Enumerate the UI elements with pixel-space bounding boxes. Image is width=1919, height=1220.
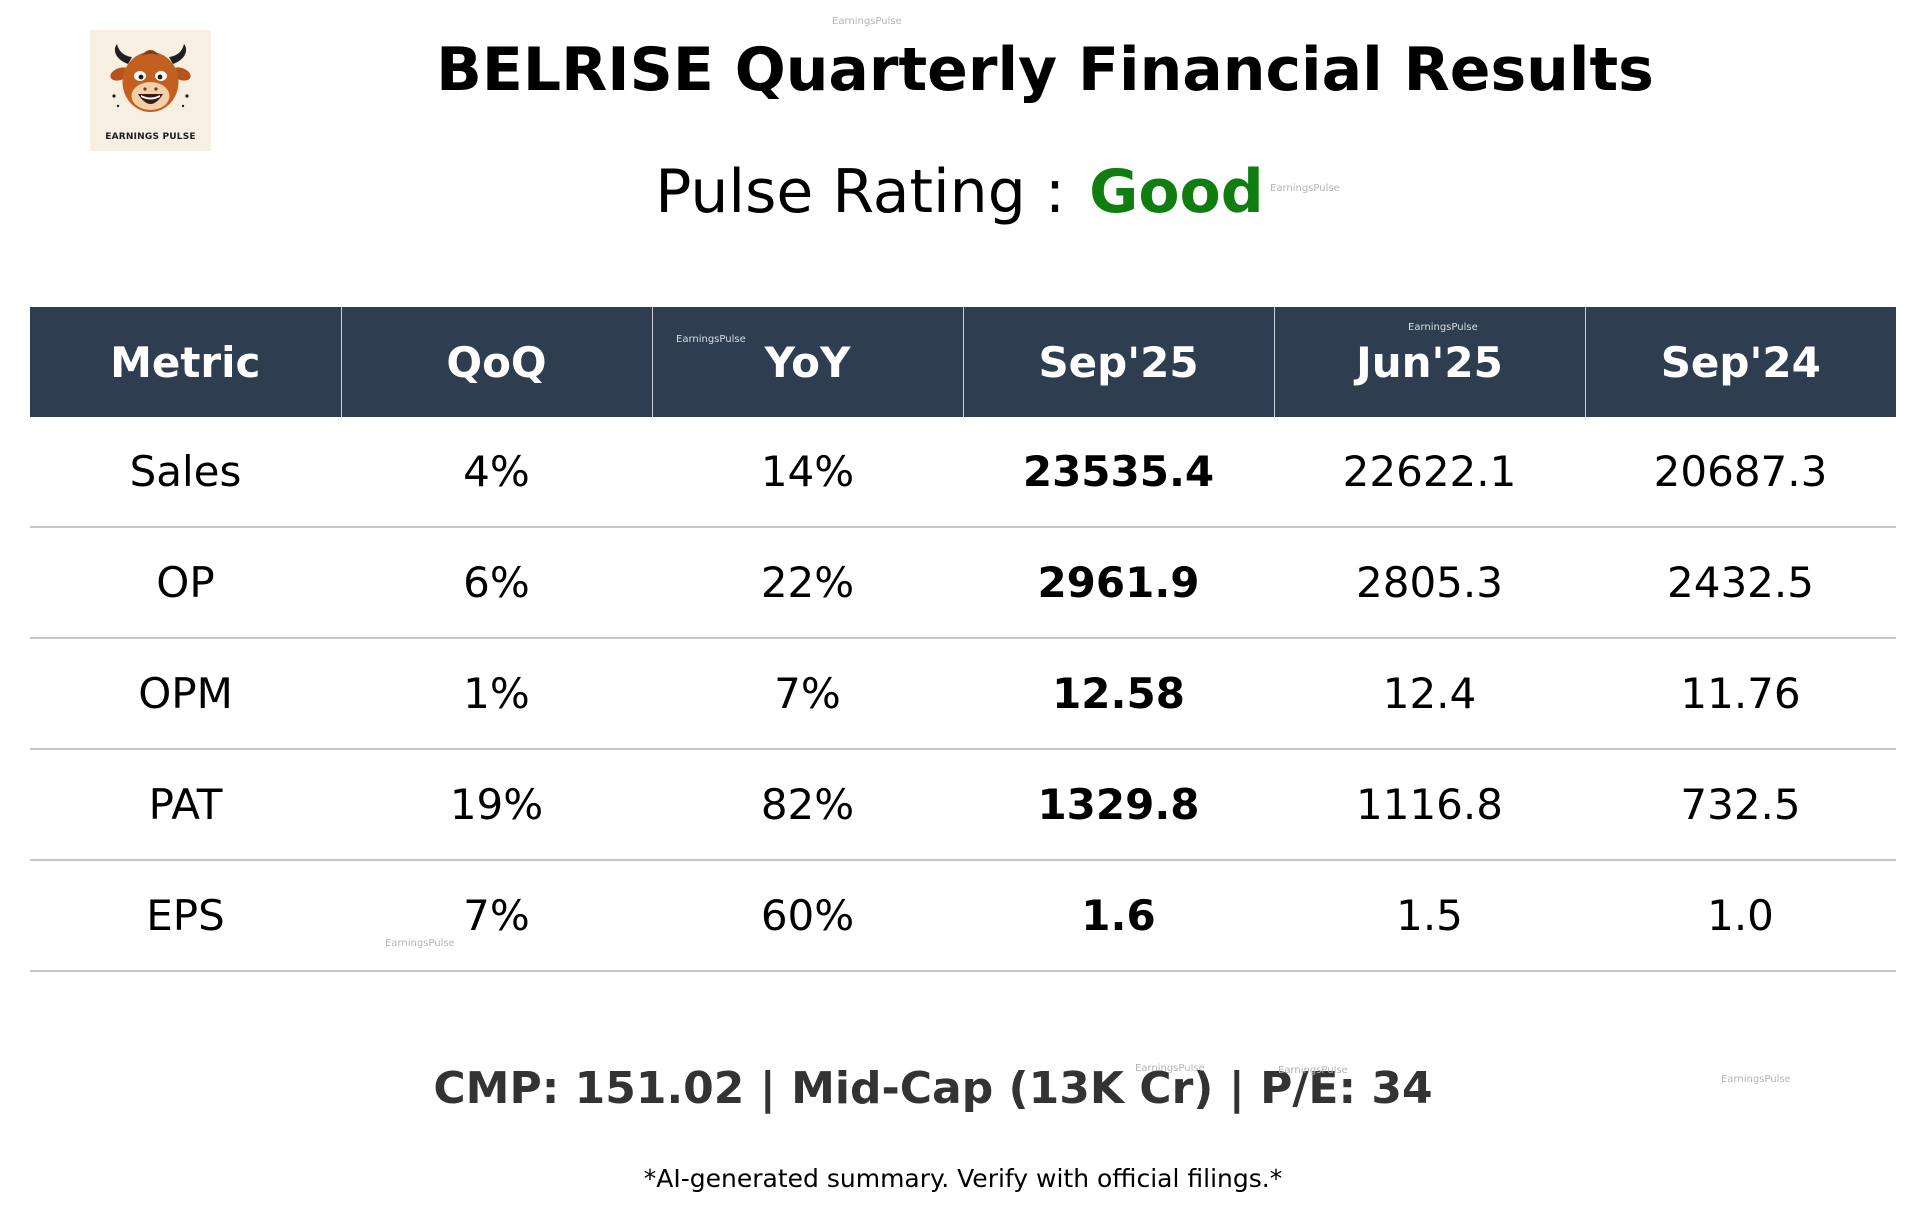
disclaimer: *AI-generated summary. Verify with offic… [643,1164,1283,1193]
yoy-cell: 60% [652,860,963,972]
bull-mascot-icon [110,44,191,112]
header-metric: Metric [30,307,341,417]
watermark: EarningsPulse [832,16,902,27]
earnings-pulse-logo: EARNINGS PULSE [90,30,211,151]
header-qoq: QoQ [340,307,652,417]
qoq-cell: 19% [341,749,652,861]
yoy-cell: 82% [652,749,963,861]
jun25-cell: 1116.8 [1274,749,1585,861]
pulse-rating: Pulse Rating : Good [0,152,1919,232]
pulse-rating-label: Pulse Rating : [655,157,1066,227]
sep25-cell: 1.6 [963,860,1274,972]
metric-cell: OP [30,527,341,639]
metric-cell: Sales [30,417,341,528]
watermark: EarningsPulse [1278,1065,1348,1076]
results-table: Metric QoQ YoY Sep'25 Jun'25 Sep'24 Sale… [30,307,1896,972]
watermark: EarningsPulse [1270,183,1340,194]
cmp-summary: CMP: 151.02 | Mid-Cap (13K Cr) | P/E: 34 [433,1063,1433,1114]
yoy-cell: 7% [652,638,963,750]
sep24-cell: 20687.3 [1585,417,1896,528]
watermark: EarningsPulse [1135,1063,1205,1074]
logo-text: EARNINGS PULSE [105,132,196,142]
qoq-cell: 1% [341,638,652,750]
jun25-cell: 22622.1 [1274,417,1585,528]
qoq-cell: 7% [341,860,652,972]
sep24-cell: 1.0 [1585,860,1896,972]
qoq-cell: 6% [341,527,652,639]
sep24-cell: 2432.5 [1585,527,1896,639]
table-row-sales: Sales 4% 14% 23535.4 22622.1 20687.3 [30,417,1896,528]
watermark: EarningsPulse [1408,322,1478,333]
metric-cell: OPM [30,638,341,750]
header-jun25: Jun'25 [1273,307,1585,417]
table-row-opm: OPM 1% 7% 12.58 12.4 11.76 [30,638,1896,750]
qoq-cell: 4% [341,417,652,528]
sep25-cell: 23535.4 [963,417,1274,528]
watermark: EarningsPulse [385,938,455,949]
metric-cell: EPS [30,860,341,972]
metric-cell: PAT [30,749,341,861]
header-sep24: Sep'24 [1584,307,1896,417]
table-header-row: Metric QoQ YoY Sep'25 Jun'25 Sep'24 [30,307,1896,417]
watermark: EarningsPulse [676,334,746,345]
header-yoy: YoY [651,307,963,417]
sep25-cell: 2961.9 [963,527,1274,639]
jun25-cell: 12.4 [1274,638,1585,750]
sep24-cell: 11.76 [1585,638,1896,750]
jun25-cell: 1.5 [1274,860,1585,972]
sep25-cell: 12.58 [963,638,1274,750]
table-row-eps: EPS 7% 60% 1.6 1.5 1.0 [30,860,1896,972]
jun25-cell: 2805.3 [1274,527,1585,639]
sep24-cell: 732.5 [1585,749,1896,861]
yoy-cell: 14% [652,417,963,528]
header-sep25: Sep'25 [962,307,1274,417]
yoy-cell: 22% [652,527,963,639]
table-row-op: OP 6% 22% 2961.9 2805.3 2432.5 [30,527,1896,639]
pulse-rating-value: Good [1089,157,1264,227]
table-row-pat: PAT 19% 82% 1329.8 1116.8 732.5 [30,749,1896,861]
watermark: EarningsPulse [1721,1074,1791,1085]
sep25-cell: 1329.8 [963,749,1274,861]
page-title: BELRISE Quarterly Financial Results [436,35,1654,105]
